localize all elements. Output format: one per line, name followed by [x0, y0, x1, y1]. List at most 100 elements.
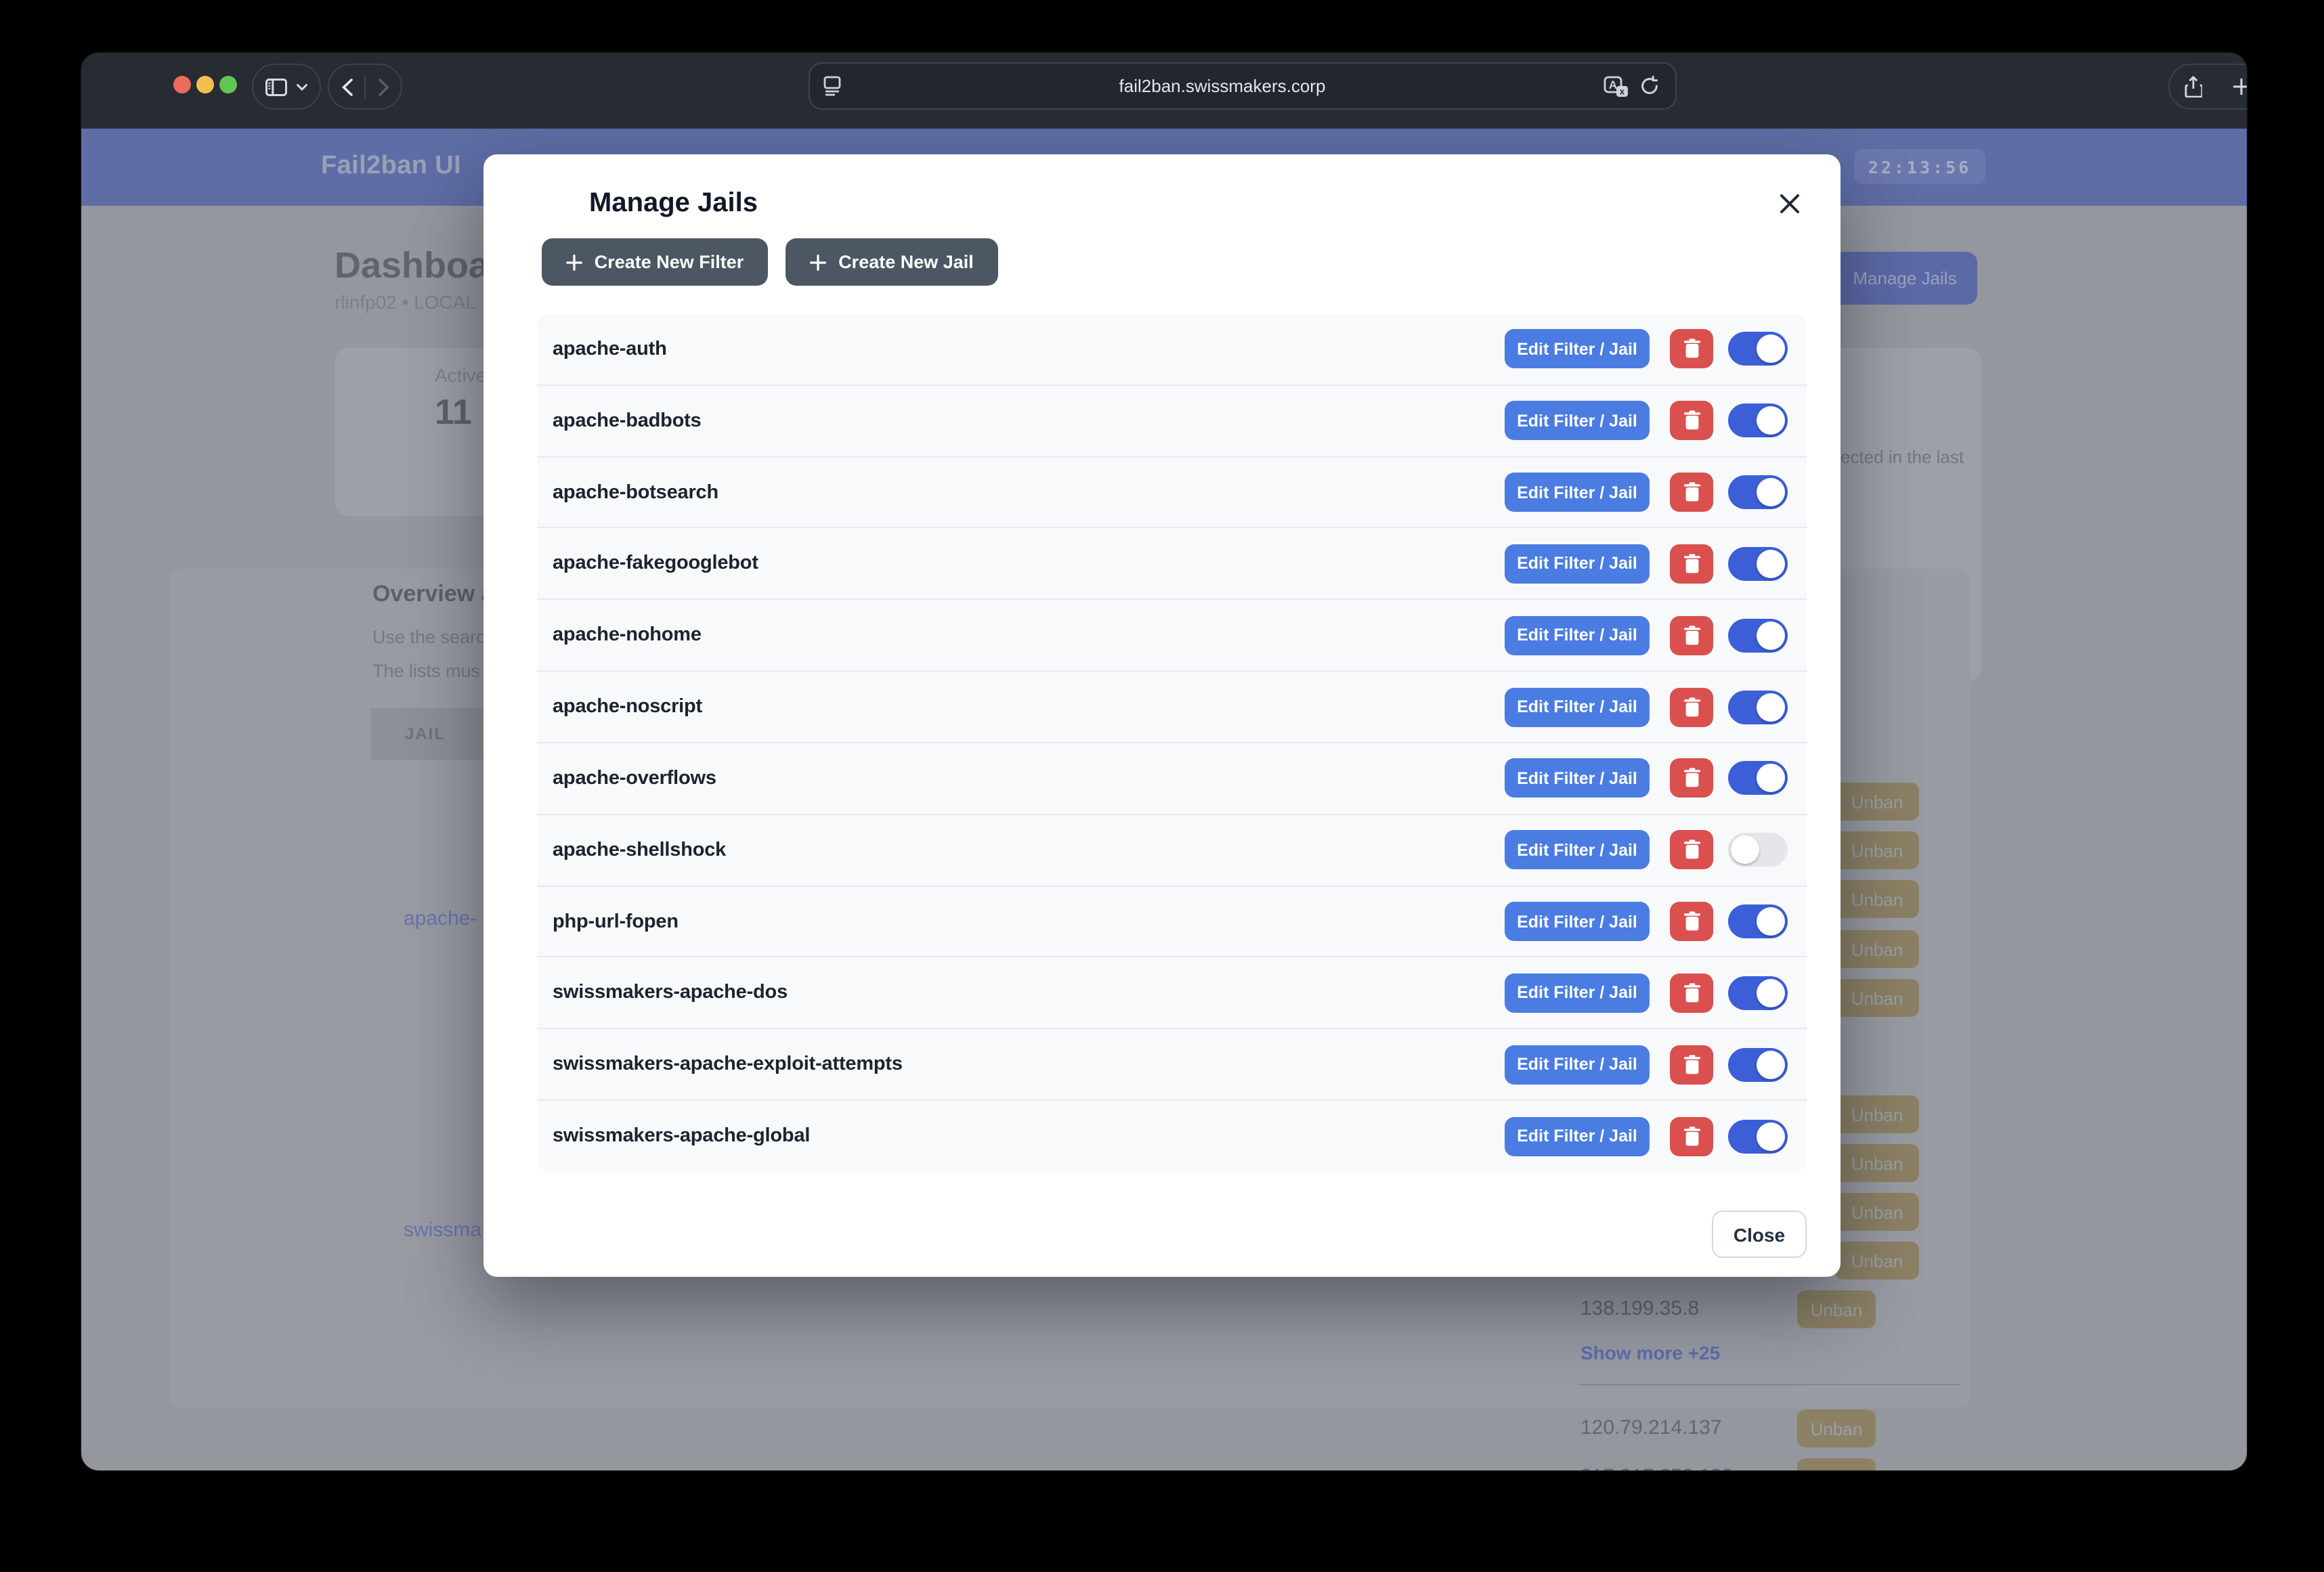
jail-enabled-toggle[interactable]	[1728, 403, 1788, 438]
jail-enabled-toggle[interactable]	[1728, 904, 1788, 939]
show-more-link[interactable]: Show more +25	[1580, 1342, 1721, 1363]
jail-enabled-toggle[interactable]	[1728, 690, 1788, 724]
unban-button[interactable]: Unban	[1797, 1458, 1876, 1470]
delete-jail-button[interactable]	[1670, 973, 1713, 1013]
jail-enabled-toggle[interactable]	[1728, 761, 1788, 795]
edit-filter-jail-button[interactable]: Edit Filter / Jail	[1505, 329, 1650, 369]
unban-button[interactable]: Unban	[1797, 1410, 1876, 1447]
jail-enabled-toggle[interactable]	[1728, 1119, 1788, 1154]
overview-hint-2: The lists mus	[372, 661, 481, 681]
unban-button[interactable]: Unban	[1835, 1095, 1919, 1133]
jail-link-swissmakers[interactable]: swissma	[404, 1219, 482, 1242]
url-text[interactable]: fail2ban.swissmakers.corp	[1119, 76, 1326, 96]
modal-close-footer-button[interactable]: Close	[1712, 1210, 1807, 1258]
jail-column-band	[371, 708, 483, 760]
edit-filter-jail-button[interactable]: Edit Filter / Jail	[1505, 758, 1650, 798]
delete-jail-button[interactable]	[1670, 1116, 1713, 1156]
jail-enabled-toggle[interactable]	[1728, 332, 1788, 366]
close-icon	[1779, 193, 1799, 213]
new-tab-icon[interactable]	[2233, 79, 2247, 95]
unban-button[interactable]: Unban	[1835, 880, 1919, 918]
jail-enabled-toggle[interactable]	[1728, 1047, 1788, 1082]
edit-filter-jail-button[interactable]: Edit Filter / Jail	[1505, 544, 1650, 584]
delete-jail-button[interactable]	[1670, 687, 1713, 727]
edit-filter-jail-button[interactable]: Edit Filter / Jail	[1505, 401, 1650, 441]
trash-icon	[1683, 768, 1700, 788]
active-jails-count: 11	[435, 391, 472, 432]
jail-row: swissmakers-apache-global Edit Filter / J…	[538, 1101, 1807, 1171]
delete-jail-button[interactable]	[1670, 473, 1713, 512]
toggle-knob	[1757, 1122, 1785, 1151]
back-icon[interactable]	[329, 78, 364, 95]
trash-icon	[1683, 410, 1700, 430]
detected-text-fragment: ected in the last	[1841, 447, 1964, 467]
sidebar-toggle-group[interactable]	[252, 64, 321, 110]
unban-button[interactable]: Unban	[1835, 1144, 1919, 1182]
unban-button[interactable]: Unban	[1835, 1242, 1919, 1280]
unban-button[interactable]: Unban	[1835, 979, 1919, 1017]
share-icon[interactable]	[2185, 76, 2203, 97]
manage-jails-modal: Manage Jails Create New Filter	[483, 154, 1841, 1277]
trash-icon	[1683, 697, 1700, 716]
jail-list: apache-auth Edit Filter / Jail apache-badb…	[538, 314, 1807, 1171]
edit-filter-jail-button[interactable]: Edit Filter / Jail	[1505, 1116, 1650, 1156]
toggle-knob	[1757, 334, 1785, 364]
trash-icon	[1683, 482, 1700, 502]
jail-enabled-toggle[interactable]	[1728, 475, 1788, 510]
create-new-filter-button[interactable]: Create New Filter	[542, 238, 768, 286]
trash-icon	[1683, 983, 1700, 1003]
edit-filter-jail-button[interactable]: Edit Filter / Jail	[1505, 473, 1650, 512]
chevron-down-icon[interactable]	[297, 83, 307, 90]
trash-icon	[1683, 1054, 1700, 1074]
edit-filter-jail-button[interactable]: Edit Filter / Jail	[1505, 615, 1650, 655]
unban-button[interactable]: Unban	[1835, 783, 1919, 821]
jail-row: apache-badbots Edit Filter / Jail	[538, 385, 1807, 458]
traffic-light-minimize[interactable]	[196, 76, 214, 93]
unban-button[interactable]: Unban	[1797, 1290, 1876, 1328]
delete-jail-button[interactable]	[1670, 758, 1713, 798]
sidebar-icon[interactable]	[265, 78, 287, 95]
jail-enabled-toggle[interactable]	[1728, 618, 1788, 653]
toggle-knob	[1757, 621, 1785, 650]
traffic-light-close[interactable]	[173, 76, 191, 93]
delete-jail-button[interactable]	[1670, 401, 1713, 441]
unban-button[interactable]: Unban	[1835, 1193, 1919, 1231]
edit-filter-jail-button[interactable]: Edit Filter / Jail	[1505, 973, 1650, 1013]
jail-enabled-toggle[interactable]	[1728, 546, 1788, 581]
delete-jail-button[interactable]	[1670, 902, 1713, 942]
reader-icon[interactable]	[823, 76, 841, 96]
traffic-light-zoom[interactable]	[219, 76, 237, 93]
jail-name: swissmakers-apache-dos	[553, 982, 788, 1004]
page-content: Fail2ban UI 22:13:56 Dashboard rlinfp02 …	[81, 129, 2247, 1470]
delete-jail-button[interactable]	[1670, 544, 1713, 584]
svg-text:x: x	[1620, 86, 1625, 96]
jail-enabled-toggle[interactable]	[1728, 833, 1788, 867]
create-new-jail-button[interactable]: Create New Jail	[786, 238, 998, 286]
clock-text: 22:13:56	[1868, 156, 1972, 177]
toggle-knob	[1757, 764, 1785, 793]
jail-link-apache[interactable]: apache-	[404, 907, 477, 930]
jail-enabled-toggle[interactable]	[1728, 976, 1788, 1010]
jail-name: apache-botsearch	[553, 481, 718, 504]
reload-icon[interactable]	[1640, 76, 1659, 96]
delete-jail-button[interactable]	[1670, 830, 1713, 870]
edit-filter-jail-button[interactable]: Edit Filter / Jail	[1505, 902, 1650, 942]
delete-jail-button[interactable]	[1670, 1045, 1713, 1085]
unban-button[interactable]: Unban	[1835, 930, 1919, 968]
edit-filter-jail-button[interactable]: Edit Filter / Jail	[1505, 830, 1650, 870]
unban-button[interactable]: Unban	[1835, 831, 1919, 869]
toggle-knob	[1757, 693, 1785, 722]
delete-jail-button[interactable]	[1670, 615, 1713, 655]
manage-jails-button[interactable]: Manage Jails	[1832, 252, 1977, 305]
nav-buttons-group	[328, 64, 402, 110]
modal-close-button[interactable]	[1770, 184, 1808, 222]
jail-name: php-url-fopen	[553, 911, 679, 933]
edit-filter-jail-button[interactable]: Edit Filter / Jail	[1505, 687, 1650, 727]
delete-jail-button[interactable]	[1670, 329, 1713, 369]
forward-icon[interactable]	[366, 78, 401, 95]
edit-filter-jail-button[interactable]: Edit Filter / Jail	[1505, 1045, 1650, 1085]
